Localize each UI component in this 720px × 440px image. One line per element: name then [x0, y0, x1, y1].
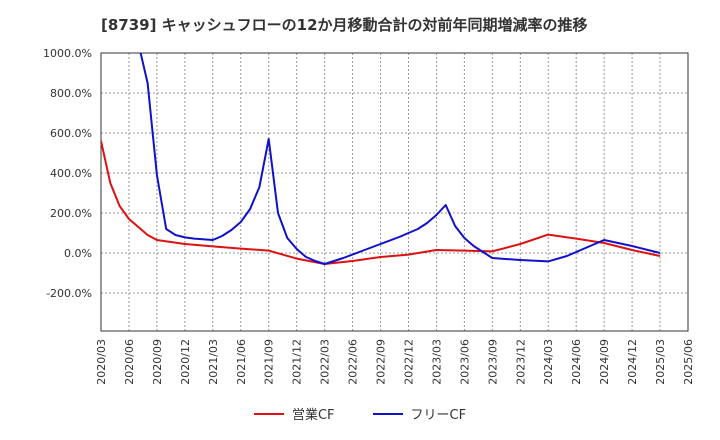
legend-item-0: 営業CF — [253, 404, 335, 423]
legend-label: フリーCF — [410, 408, 467, 423]
x-tick-label: 2023/03 — [430, 339, 443, 385]
x-tick-label: 2022/03 — [319, 339, 332, 385]
y-tick-label: 0.0% — [64, 247, 92, 260]
x-tick-label: 2024/06 — [570, 339, 583, 385]
x-tick-label: 2022/06 — [347, 339, 360, 385]
series-line-1 — [139, 53, 661, 265]
x-tick-label: 2025/03 — [654, 339, 667, 385]
x-tick-label: 2021/09 — [263, 339, 276, 385]
x-tick-label: 2024/12 — [626, 339, 639, 385]
x-tick-label: 2022/09 — [375, 339, 388, 385]
x-tick-label: 2024/09 — [598, 339, 611, 385]
y-tick-label: 800.0% — [50, 87, 92, 100]
x-tick-label: 2021/06 — [235, 339, 248, 385]
x-tick-label: 2020/09 — [151, 339, 164, 385]
x-tick-label: 2023/12 — [514, 339, 527, 385]
y-tick-label: 600.0% — [50, 127, 92, 140]
x-tick-label: 2020/03 — [95, 339, 108, 385]
x-tick-label: 2025/06 — [682, 339, 695, 385]
x-tick-label: 2022/12 — [402, 339, 415, 385]
y-tick-label: 1000.0% — [43, 47, 92, 60]
chart-legend: 営業CF フリーCF — [0, 404, 720, 423]
x-tick-label: 2023/06 — [458, 339, 471, 385]
legend-swatch — [253, 412, 284, 415]
x-tick-label: 2021/03 — [207, 339, 220, 385]
chart-title: [8739] キャッシュフローの12か月移動合計の対前年同期増減率の推移 — [101, 16, 588, 34]
legend-label: 営業CF — [291, 408, 335, 423]
legend-swatch — [372, 412, 403, 415]
x-tick-label: 2021/12 — [291, 339, 304, 385]
y-tick-label: 400.0% — [50, 167, 92, 180]
x-tick-label: 2023/09 — [486, 339, 499, 385]
legend-item-1: フリーCF — [372, 404, 467, 423]
x-tick-label: 2020/06 — [123, 339, 136, 385]
y-tick-label: 200.0% — [50, 207, 92, 220]
y-tick-label: -200.0% — [46, 287, 92, 300]
x-tick-label: 2024/03 — [542, 339, 555, 385]
plot-area-frame — [100, 52, 689, 332]
x-tick-label: 2020/12 — [179, 339, 192, 385]
